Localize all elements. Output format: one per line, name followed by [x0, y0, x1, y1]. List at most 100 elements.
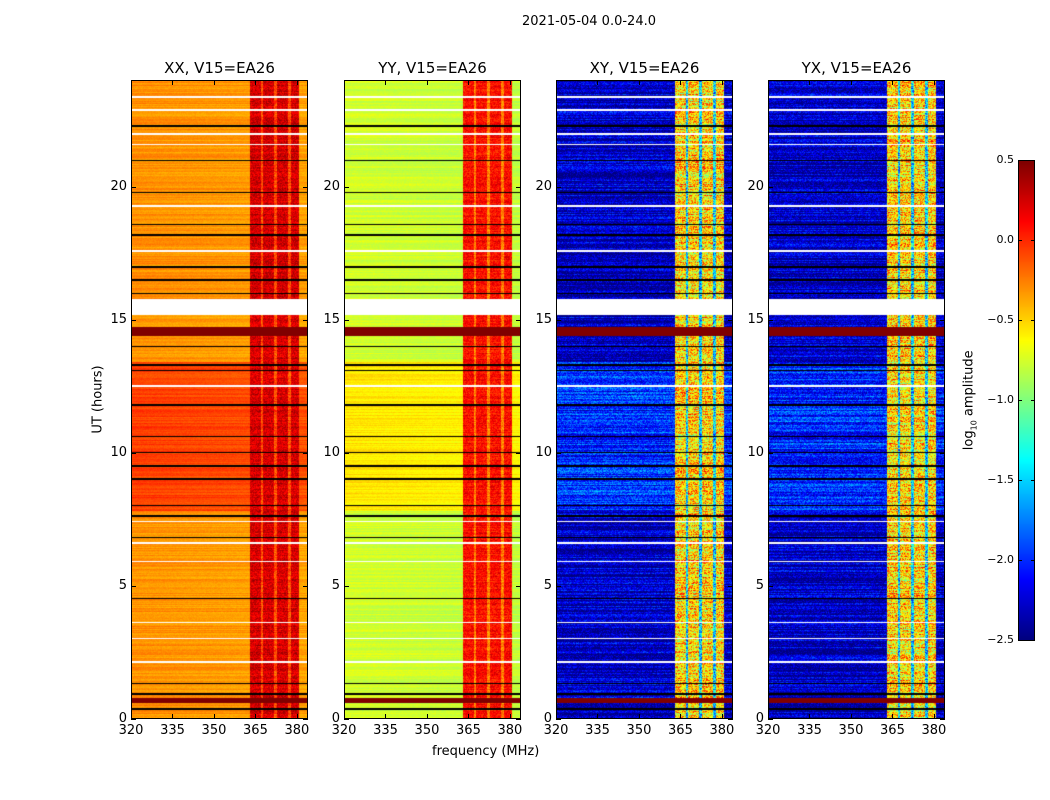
x-tick-label: 380: [921, 723, 947, 738]
x-tick-mark: [850, 80, 852, 85]
x-tick-mark: [131, 714, 132, 719]
colorbar-tick-mark: [1018, 160, 1022, 161]
y-tick-mark: [344, 319, 349, 321]
heatmap-panel-3: [556, 80, 733, 719]
x-tick-mark: [597, 80, 599, 85]
heatmap-panel-4: [768, 80, 945, 719]
colorbar-tick-mark: [1018, 400, 1022, 401]
panel-title: YY, V15=EA26: [378, 59, 487, 77]
y-tick-mark: [516, 585, 521, 587]
y-tick-label: 10: [110, 444, 127, 460]
colorbar-label-sub: 10: [969, 420, 979, 431]
x-tick-mark: [468, 714, 470, 719]
x-tick-label: 380: [497, 723, 523, 738]
x-tick-label: 380: [709, 723, 735, 738]
x-tick-mark: [680, 80, 682, 85]
colorbar-tick-mark: [1031, 480, 1035, 481]
y-tick-mark: [728, 719, 733, 720]
y-tick-mark: [556, 585, 561, 587]
x-tick-label: 320: [543, 723, 569, 738]
colorbar-tick-mark: [1031, 160, 1035, 161]
x-tick-label: 320: [118, 723, 144, 738]
y-tick-label: 0: [331, 711, 340, 726]
x-tick-label: 365: [243, 723, 268, 738]
colorbar-tick-label: −2.5: [987, 633, 1014, 646]
x-tick-label: 380: [284, 723, 310, 738]
y-tick-mark: [556, 719, 561, 720]
colorbar-gradient: [1019, 161, 1034, 640]
y-tick-mark: [768, 452, 773, 454]
colorbar-tick-mark: [1031, 400, 1035, 401]
x-tick-mark: [597, 714, 599, 719]
y-tick-label: 15: [747, 311, 764, 327]
y-tick-mark: [344, 186, 349, 188]
x-tick-mark: [892, 714, 894, 719]
x-tick-label: 320: [755, 723, 781, 738]
x-axis-label: frequency (MHz): [432, 744, 540, 759]
y-tick-label: 5: [331, 577, 340, 593]
y-tick-label: 0: [118, 711, 127, 726]
y-tick-mark: [303, 319, 308, 321]
x-tick-mark: [721, 714, 723, 719]
colorbar-tick-label: −2.0: [987, 553, 1014, 566]
y-tick-mark: [303, 719, 308, 720]
y-tick-mark: [728, 452, 733, 454]
y-tick-mark: [344, 719, 349, 720]
y-tick-label: 10: [323, 444, 340, 460]
x-tick-mark: [638, 714, 640, 719]
x-tick-label: 335: [160, 723, 185, 738]
x-tick-mark: [509, 80, 511, 85]
x-tick-mark: [255, 80, 257, 85]
x-tick-mark: [850, 714, 852, 719]
colorbar-tick-mark: [1031, 560, 1035, 561]
x-tick-mark: [385, 714, 387, 719]
y-tick-mark: [556, 319, 561, 321]
y-tick-label: 20: [110, 178, 127, 194]
y-tick-mark: [303, 452, 308, 454]
x-tick-mark: [933, 714, 935, 719]
y-tick-mark: [344, 452, 349, 454]
x-tick-label: 350: [201, 723, 227, 738]
x-tick-mark: [933, 80, 935, 85]
colorbar-tick-mark: [1018, 320, 1022, 321]
y-tick-mark: [131, 452, 136, 454]
colorbar-tick-mark: [1031, 640, 1035, 641]
panel-title: XY, V15=EA26: [589, 59, 700, 77]
y-tick-mark: [768, 585, 773, 587]
x-tick-label: 350: [414, 723, 440, 738]
heatmap-cells: [769, 81, 944, 718]
colorbar-tick-label: 0.5: [996, 153, 1015, 166]
y-tick-label: 5: [543, 577, 552, 593]
x-tick-mark: [296, 714, 298, 719]
x-tick-mark: [426, 80, 428, 85]
x-tick-mark: [638, 80, 640, 85]
y-tick-mark: [516, 186, 521, 188]
heatmap-panel-1: [131, 80, 308, 719]
x-tick-mark: [131, 80, 132, 85]
y-tick-mark: [516, 452, 521, 454]
y-tick-label: 5: [118, 577, 127, 593]
x-tick-mark: [721, 80, 723, 85]
colorbar-label-log: log: [961, 430, 977, 451]
y-tick-label: 10: [535, 444, 552, 460]
y-tick-mark: [516, 719, 521, 720]
panel-title: XX, V15=EA26: [164, 59, 275, 77]
x-tick-label: 365: [668, 723, 693, 738]
colorbar-tick-mark: [1031, 320, 1035, 321]
x-tick-mark: [344, 80, 345, 85]
colorbar-tick-mark: [1018, 640, 1022, 641]
y-tick-label: 15: [535, 311, 552, 327]
colorbar-tick-mark: [1031, 240, 1035, 241]
x-tick-mark: [809, 714, 811, 719]
y-tick-mark: [344, 585, 349, 587]
y-tick-label: 15: [110, 311, 127, 327]
y-tick-mark: [728, 319, 733, 321]
y-tick-mark: [303, 585, 308, 587]
y-tick-mark: [940, 452, 945, 454]
y-tick-label: 20: [535, 178, 552, 194]
y-tick-mark: [728, 585, 733, 587]
y-tick-mark: [556, 186, 561, 188]
y-tick-mark: [131, 719, 136, 720]
y-tick-label: 5: [755, 577, 764, 593]
x-tick-mark: [172, 714, 174, 719]
